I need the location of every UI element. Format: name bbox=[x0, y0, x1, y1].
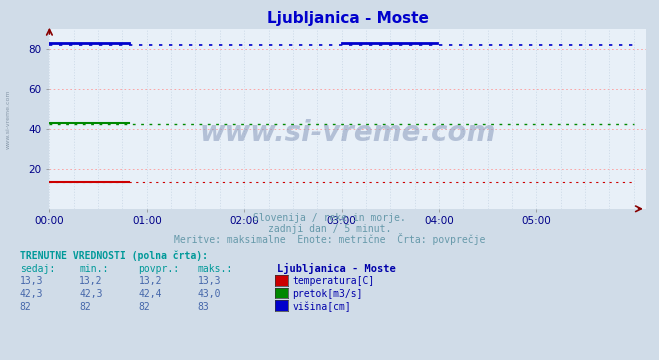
Text: 13,3: 13,3 bbox=[20, 276, 43, 287]
Text: 42,3: 42,3 bbox=[20, 289, 43, 299]
Text: www.si-vreme.com: www.si-vreme.com bbox=[5, 89, 11, 149]
Text: 13,2: 13,2 bbox=[79, 276, 103, 287]
Text: 82: 82 bbox=[79, 302, 91, 312]
Text: višina[cm]: višina[cm] bbox=[293, 301, 351, 312]
Text: povpr.:: povpr.: bbox=[138, 264, 179, 274]
Text: maks.:: maks.: bbox=[198, 264, 233, 274]
Text: 13,3: 13,3 bbox=[198, 276, 221, 287]
Text: 42,4: 42,4 bbox=[138, 289, 162, 299]
Text: 43,0: 43,0 bbox=[198, 289, 221, 299]
Text: Ljubljanica - Moste: Ljubljanica - Moste bbox=[277, 263, 395, 274]
Text: 42,3: 42,3 bbox=[79, 289, 103, 299]
Text: TRENUTNE VREDNOSTI (polna črta):: TRENUTNE VREDNOSTI (polna črta): bbox=[20, 251, 208, 261]
Text: 83: 83 bbox=[198, 302, 210, 312]
Text: pretok[m3/s]: pretok[m3/s] bbox=[293, 289, 363, 299]
Text: 13,2: 13,2 bbox=[138, 276, 162, 287]
Text: Slovenija / reke in morje.: Slovenija / reke in morje. bbox=[253, 213, 406, 224]
Title: Ljubljanica - Moste: Ljubljanica - Moste bbox=[267, 11, 428, 26]
Text: 82: 82 bbox=[138, 302, 150, 312]
Text: sedaj:: sedaj: bbox=[20, 264, 55, 274]
Text: min.:: min.: bbox=[79, 264, 109, 274]
Text: Meritve: maksimalne  Enote: metrične  Črta: povprečje: Meritve: maksimalne Enote: metrične Črta… bbox=[174, 233, 485, 245]
Text: 82: 82 bbox=[20, 302, 32, 312]
Text: www.si-vreme.com: www.si-vreme.com bbox=[200, 119, 496, 147]
Text: zadnji dan / 5 minut.: zadnji dan / 5 minut. bbox=[268, 224, 391, 234]
Text: temperatura[C]: temperatura[C] bbox=[293, 276, 375, 287]
